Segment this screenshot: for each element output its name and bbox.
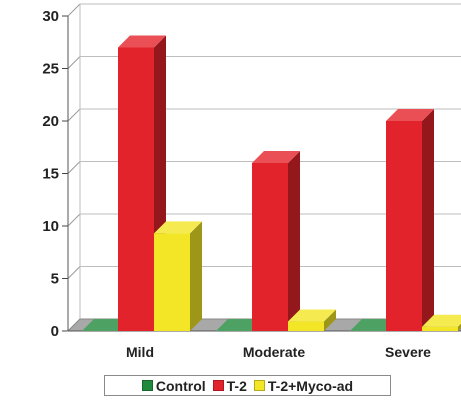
legend-label-t2-myco-ad: T-2+Myco-ad: [267, 377, 354, 394]
bar-severe-t-2-myco-ad-side: [458, 323, 461, 331]
depth-tick-3: [67, 161, 81, 174]
legend-label-t2: T-2: [226, 377, 247, 394]
legend-swatch-t2: [212, 380, 224, 391]
legend-item-t2: T-2: [212, 377, 247, 394]
y-tick-label-0: 0: [51, 323, 59, 340]
bar-moderate-t-2-myco-ad-side: [324, 309, 336, 331]
bar-severe-t-2-myco-ad-front: [422, 326, 458, 331]
y-tick-label-6: 30: [42, 8, 59, 25]
bar-mild-t-2-myco-ad-front: [154, 233, 190, 331]
bar-severe-t-2-top: [386, 109, 434, 121]
y-tick-label-2: 10: [42, 218, 59, 235]
x-category-labels: Mild Moderate Severe: [126, 344, 431, 360]
bar-moderate-t-2-side: [288, 151, 300, 331]
x-category-label-2: Severe: [385, 344, 431, 360]
bar-mild-t-2-front: [118, 47, 154, 331]
legend-label-control: Control: [155, 377, 206, 394]
legend-item-t2-myco-ad: T-2+Myco-ad: [253, 377, 354, 394]
y-tick-label-3: 15: [42, 166, 59, 183]
bar-severe-t-2-front: [386, 121, 422, 331]
bar-moderate-t-2-front: [252, 163, 288, 331]
depth-tick-6: [67, 3, 81, 17]
y-tick-label-1: 5: [51, 271, 59, 288]
x-category-label-1: Moderate: [243, 344, 305, 360]
bar-severe-t-2-myco-ad-top: [422, 314, 461, 327]
bar-mild-t-2-myco-ad-top: [154, 221, 202, 234]
bar-mild-t-2-top: [118, 35, 166, 48]
bar-moderate-t-2-top: [252, 151, 300, 163]
depth-tick-1: [67, 266, 81, 279]
depth-tick-2: [67, 213, 81, 227]
y-tick-label-5: 25: [42, 61, 59, 78]
y-tick-labels: 0 5 10 15 20 25 30: [42, 8, 59, 340]
depth-tick-4: [67, 108, 81, 122]
legend-swatch-t2-myco-ad: [253, 380, 265, 391]
bar-severe-t-2-side: [422, 109, 434, 331]
bar-mild-t-2-myco-ad-side: [190, 221, 202, 331]
bar-moderate-t-2-myco-ad-top: [288, 309, 336, 322]
bars-layer: [82, 35, 461, 331]
y-tick-label-4: 20: [42, 113, 59, 130]
legend-item-control: Control: [141, 377, 206, 394]
legend-swatch-control: [141, 380, 153, 391]
x-category-label-0: Mild: [126, 344, 154, 360]
legend: Control T-2 T-2+Myco-ad: [104, 375, 391, 396]
depth-tick-5: [67, 56, 81, 69]
bar-moderate-t-2-myco-ad-front: [288, 321, 324, 331]
